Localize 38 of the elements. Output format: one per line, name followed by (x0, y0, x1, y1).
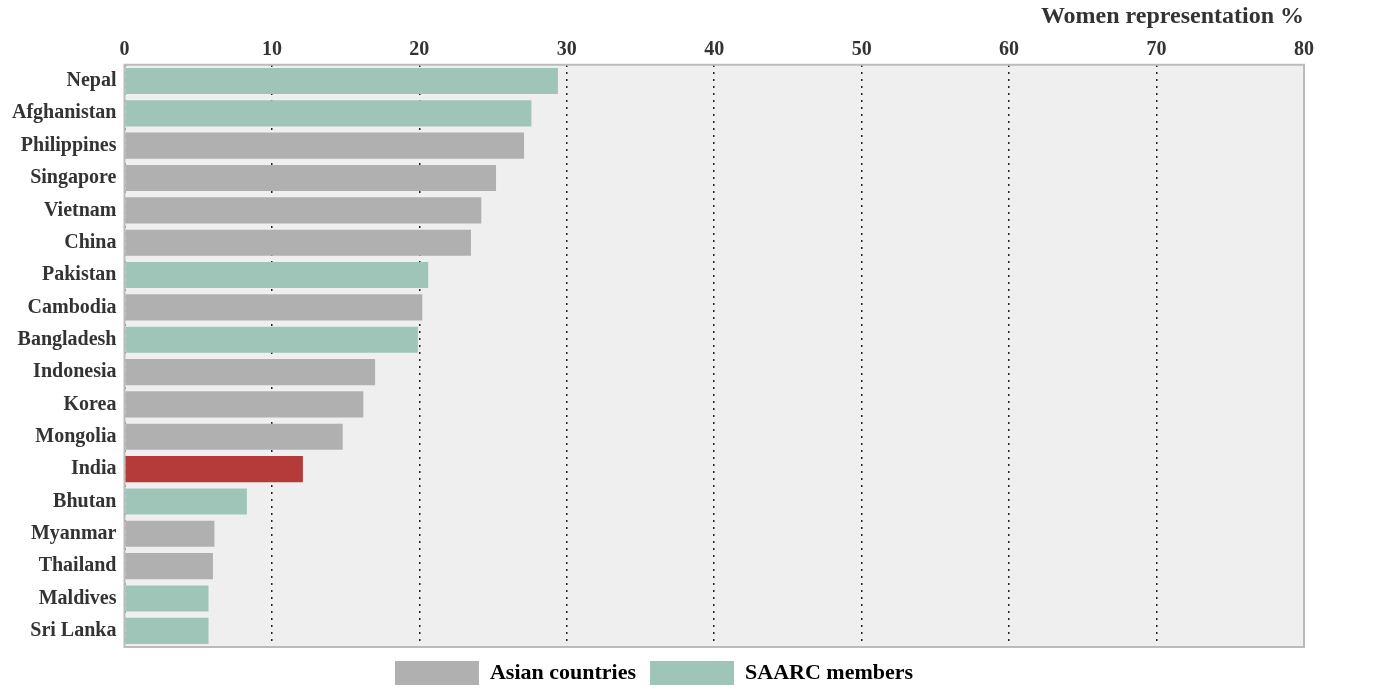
bar (125, 585, 209, 612)
x-tick-label: 10 (261, 36, 282, 59)
legend-label: SAARC members (745, 658, 914, 684)
x-axis-title: Women representation % (1040, 1, 1304, 28)
y-tick-label: Singapore (30, 165, 117, 189)
bar (125, 67, 558, 95)
bar (125, 326, 418, 353)
legend-label: Asian countries (489, 658, 637, 684)
x-tick-label: 50 (851, 36, 872, 59)
y-tick-label: Pakistan (42, 262, 117, 285)
y-tick-label: China (64, 229, 117, 252)
y-tick-label: Korea (63, 391, 117, 414)
x-tick-label: 40 (704, 36, 725, 59)
y-tick-label: Philippines (20, 132, 117, 156)
x-tick-label: 30 (556, 36, 577, 59)
x-tick-label: 60 (999, 36, 1020, 59)
bar (125, 100, 532, 127)
x-tick-label: 0 (119, 36, 130, 59)
bar (125, 261, 429, 289)
y-tick-label: Maldives (38, 585, 117, 608)
y-tick-label: Bhutan (53, 488, 117, 511)
x-tick-label: 80 (1294, 36, 1314, 59)
y-tick-label: Cambodia (27, 294, 117, 317)
x-tick-label: 70 (1146, 36, 1167, 59)
y-tick-label: Sri Lanka (30, 618, 117, 640)
y-tick-label: India (70, 456, 117, 479)
y-tick-label: Myanmar (30, 520, 117, 544)
y-tick-label: Afghanistan (11, 100, 117, 124)
bar (125, 617, 209, 644)
bar (125, 488, 247, 515)
y-tick-label: Nepal (66, 68, 117, 92)
y-tick-label: Thailand (38, 553, 117, 576)
bar (125, 456, 303, 483)
y-tick-label: Mongolia (35, 423, 117, 447)
y-tick-label: Vietnam (43, 197, 117, 220)
y-tick-label: Bangladesh (17, 326, 117, 350)
y-tick-label: Indonesia (33, 359, 117, 382)
x-tick-label: 20 (409, 36, 430, 59)
